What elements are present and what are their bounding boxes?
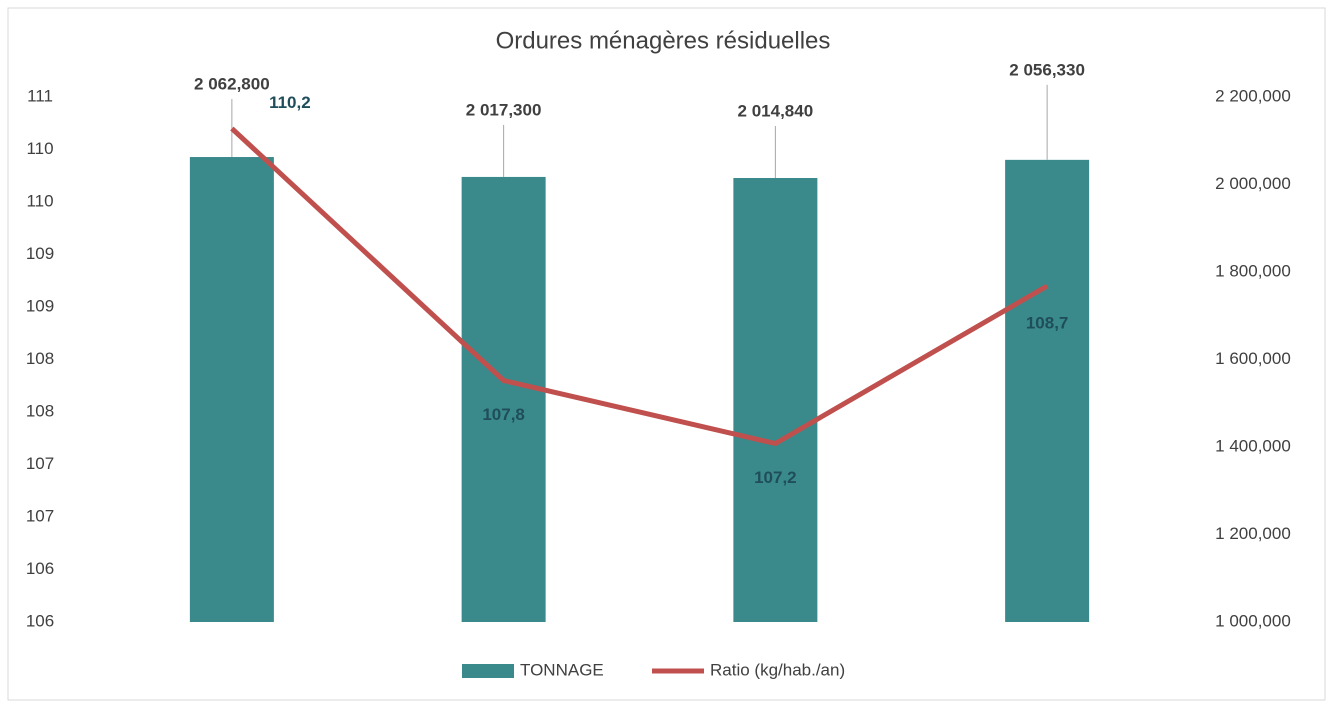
data-label: 2 062,800 bbox=[194, 75, 270, 94]
y2-tick-label: 1 000,000 bbox=[1215, 611, 1291, 630]
bar bbox=[733, 178, 818, 622]
y2-tick-label: 1 200,000 bbox=[1215, 524, 1291, 543]
data-label: 110,2 bbox=[269, 93, 311, 112]
y-tick-label: 106 bbox=[26, 611, 54, 630]
y2-tick-label: 1 400,000 bbox=[1215, 436, 1291, 455]
bar bbox=[189, 157, 274, 622]
data-label: 2 056,330 bbox=[1009, 60, 1085, 79]
y-tick-label: 106 bbox=[26, 559, 54, 578]
y2-tick-label: 1 800,000 bbox=[1215, 261, 1291, 280]
legend-label: TONNAGE bbox=[520, 660, 604, 679]
data-label: 108,7 bbox=[1026, 313, 1069, 332]
legend-label: Ratio (kg/hab./an) bbox=[710, 660, 845, 679]
line bbox=[230, 126, 1049, 446]
y-tick-label: 111 bbox=[27, 86, 53, 105]
y-tick-label: 109 bbox=[26, 244, 54, 263]
y2-tick-label: 2 000,000 bbox=[1215, 174, 1291, 193]
y-tick-label: 110 bbox=[26, 191, 53, 210]
data-label: 107,2 bbox=[754, 468, 797, 487]
y-tick-label: 108 bbox=[26, 349, 54, 368]
y2-tick-label: 2 200,000 bbox=[1215, 86, 1291, 105]
y-tick-label: 108 bbox=[26, 401, 54, 420]
bar bbox=[461, 176, 546, 622]
y-tick-label: 110 bbox=[26, 139, 53, 158]
data-label: 107,8 bbox=[482, 405, 525, 424]
y-tick-label: 107 bbox=[26, 506, 54, 525]
chart-title: Ordures ménagères résiduelles bbox=[496, 27, 831, 54]
y-tick-label: 107 bbox=[26, 454, 54, 473]
legend-swatch bbox=[462, 664, 514, 678]
data-label: 2 017,300 bbox=[466, 100, 542, 119]
bar bbox=[1005, 159, 1090, 622]
y2-tick-label: 1 600,000 bbox=[1215, 349, 1291, 368]
data-label: 2 014,840 bbox=[738, 101, 814, 120]
y-tick-label: 109 bbox=[26, 296, 54, 315]
